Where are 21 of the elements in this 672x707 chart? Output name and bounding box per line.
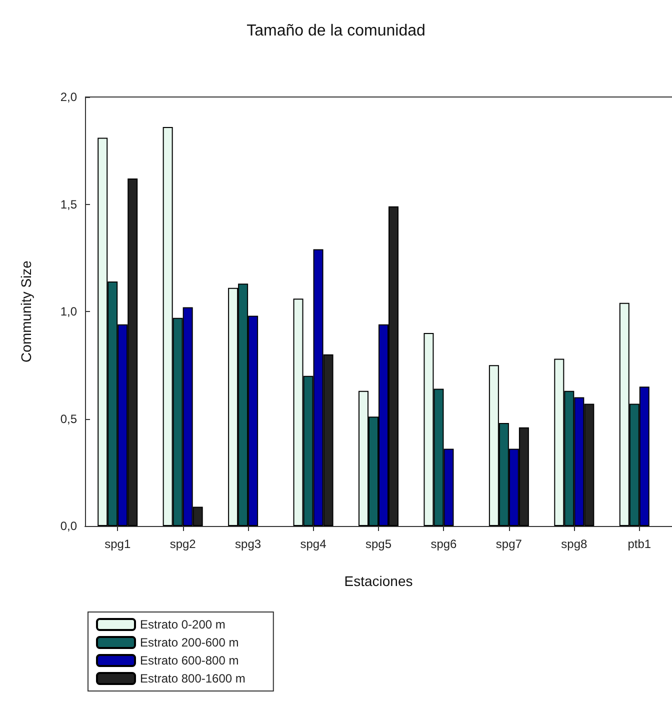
x-tick-label: spg3 (235, 537, 262, 551)
x-tick-label: ptb1 (628, 537, 652, 551)
legend-label: Estrato 200-600 m (140, 636, 239, 650)
y-tick-label: 0,0 (60, 519, 78, 533)
y-tick-label: 0,5 (60, 412, 78, 426)
legend-label: Estrato 0-200 m (140, 618, 226, 632)
x-tick-label: spg6 (430, 537, 458, 551)
x-axis-title: Estaciones (344, 573, 413, 589)
x-tick-label: spg4 (300, 537, 327, 551)
y-tick-label: 1,0 (60, 304, 78, 318)
y-axis-title: Community Size (18, 260, 34, 362)
x-tick-label: spg8 (561, 537, 588, 551)
legend-label: Estrato 600-800 m (140, 654, 239, 668)
x-tick-label: spg5 (365, 537, 392, 551)
x-tick-label: spg7 (496, 537, 522, 551)
x-tick-label: spg2 (170, 537, 196, 551)
x-tick-label: spg1 (104, 537, 131, 551)
y-tick-label: 2,0 (60, 90, 78, 104)
legend-label: Estrato 800-1600 m (140, 672, 246, 686)
chart-title: Tamaño de la comunidad (246, 22, 426, 40)
y-tick-label: 1,5 (60, 197, 78, 212)
